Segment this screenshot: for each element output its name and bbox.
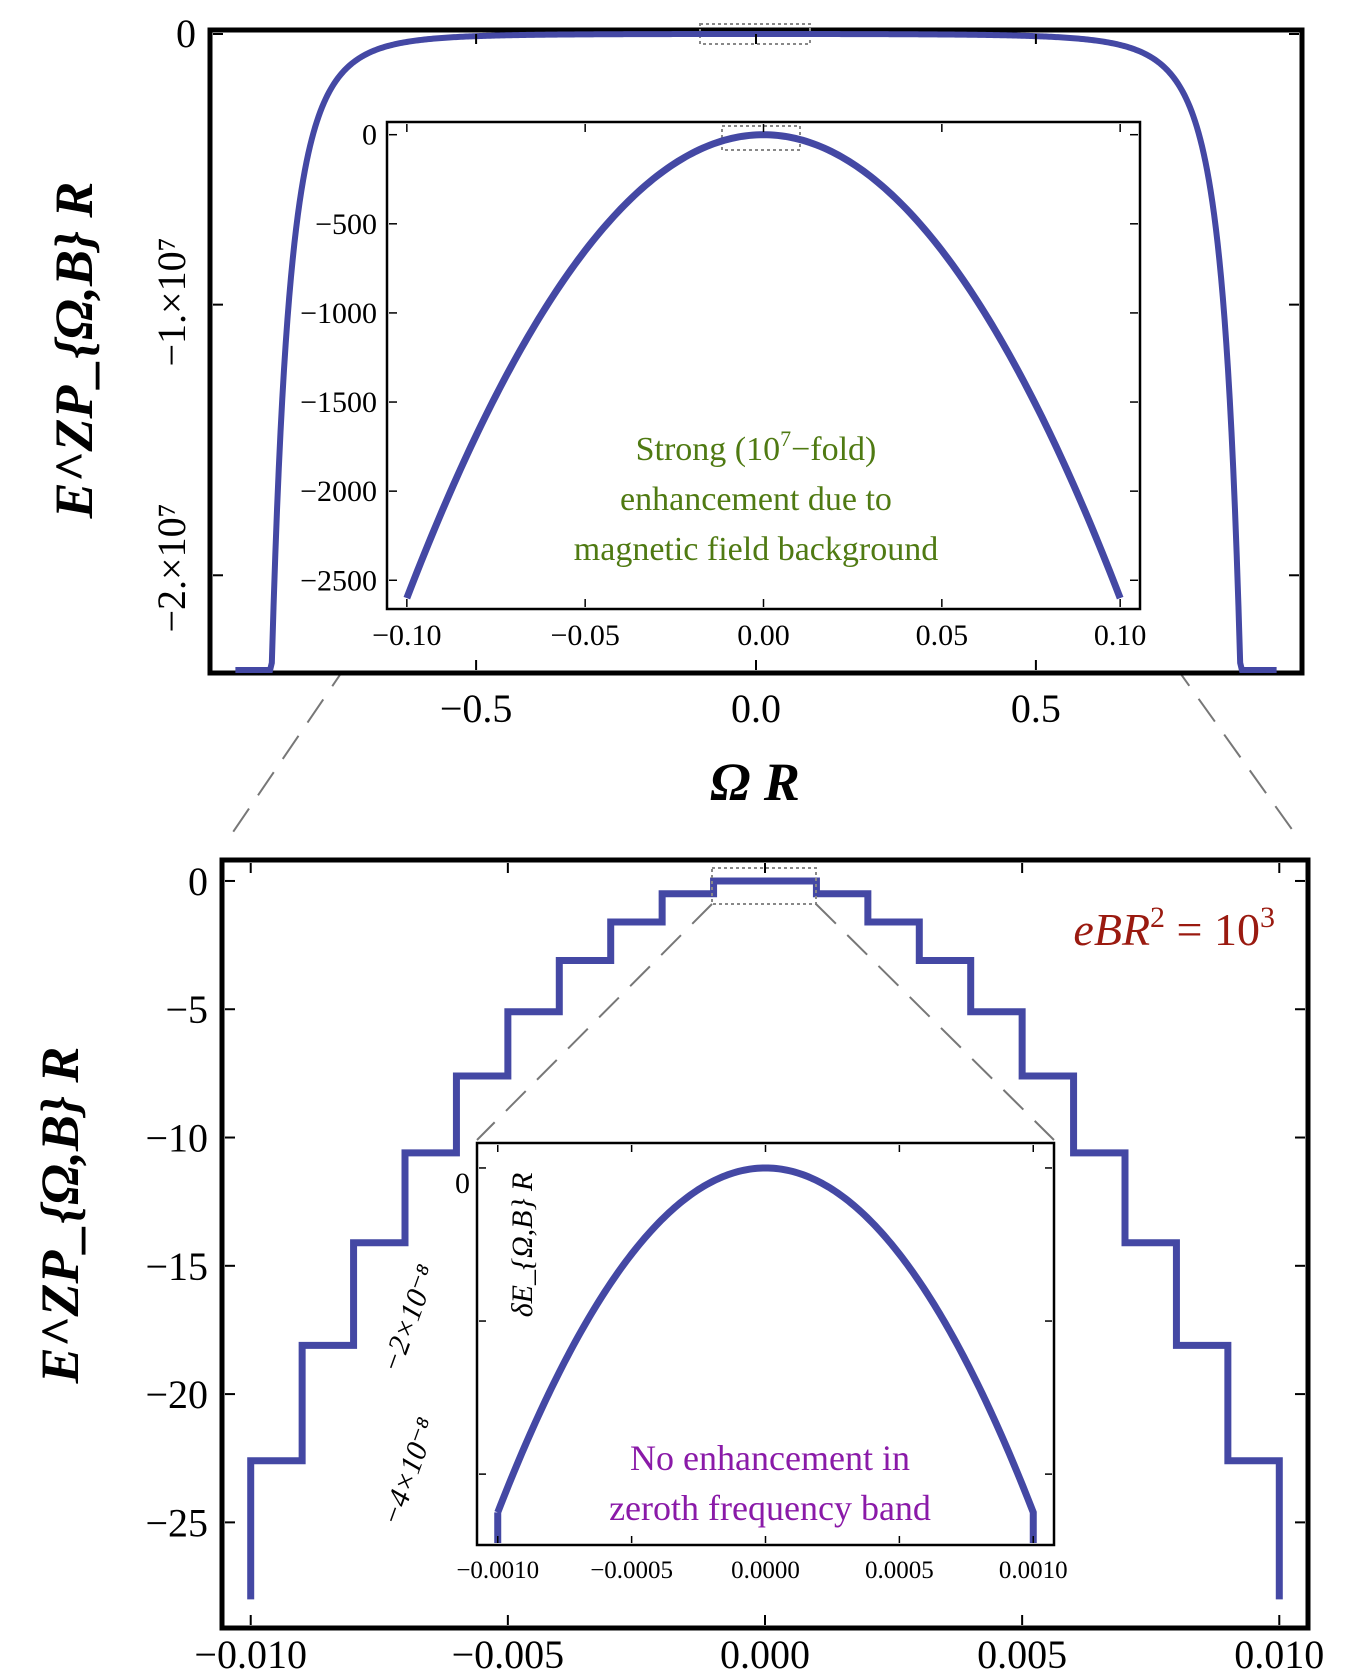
bottom-ytick-label: −15 — [145, 1244, 208, 1289]
top-inset-xtick-label: 0.00 — [737, 619, 790, 652]
bottom-ytick-label: −20 — [145, 1372, 208, 1417]
bottom-ytick-label: 0 — [188, 859, 208, 904]
bottom-xtick-label: 0.000 — [720, 1632, 810, 1672]
bottom-xtick-label: −0.005 — [452, 1632, 565, 1672]
top-inset-ytick-label: −2500 — [300, 564, 377, 597]
bottom-inset-tick-marks — [479, 1145, 1052, 1543]
top-xtick-label: −0.5 — [440, 686, 513, 731]
bottom-inset-xtick-label: 0.0005 — [865, 1557, 934, 1584]
top-tick-marks — [213, 33, 1299, 670]
bottom-zoom-box — [711, 867, 817, 905]
top-inset-annotation-line1: Strong (107−fold) — [636, 426, 877, 468]
bottom-inset-xtick-label: 0.0010 — [999, 1557, 1068, 1584]
top-inset-series-line — [403, 131, 1124, 600]
bottom-inset-xtick-label: −0.0010 — [456, 1557, 539, 1584]
bottom-ytick-label: −5 — [165, 987, 208, 1032]
top-xtick-label: 0.0 — [731, 686, 781, 731]
bottom-inset-frame — [475, 1141, 1056, 1547]
top-y-axis-label: E^ZP_{Ω,B} R — [44, 182, 104, 520]
bottom-field-annotation: eBR2 = 103 — [1073, 901, 1275, 955]
zoom-line-mid-right — [1172, 662, 1297, 836]
bottom-xtick-label: 0.010 — [1234, 1632, 1324, 1672]
bottom-inset-annotation-line1: No enhancement in — [630, 1438, 910, 1478]
bottom-inset: −0.0010 −0.0005 0.0000 0.0005 0.0010 0 −… — [374, 1141, 1068, 1584]
top-xtick-label: 0.5 — [1011, 686, 1061, 731]
top-x-axis-label: Ω R — [710, 752, 800, 812]
top-inset-ytick-label: 0 — [362, 119, 377, 152]
zoom-line-bottom-right — [815, 903, 1055, 1141]
top-inset-xtick-label: 0.10 — [1094, 619, 1147, 652]
bottom-ytick-label: −25 — [145, 1500, 208, 1545]
bottom-inset-annotation-line2: zeroth frequency band — [609, 1488, 931, 1528]
top-inset-xtick-label: −0.10 — [372, 619, 441, 652]
bottom-ytick-label: −10 — [145, 1116, 208, 1161]
top-inset-tick-marks — [389, 124, 1138, 607]
bottom-inset-y-axis-label: δE_{Ω,B} R — [506, 1173, 539, 1318]
zoom-line-bottom-left — [476, 903, 713, 1141]
top-ytick-label: −1.×10⁷ — [149, 237, 194, 366]
bottom-series-step-line — [247, 877, 1283, 1600]
bottom-tick-marks — [225, 863, 1305, 1625]
top-inset-xtick-label: −0.05 — [550, 619, 619, 652]
zoom-line-mid-left — [230, 662, 349, 836]
bottom-y-axis-label: E^ZP_{Ω,B} R — [30, 1047, 90, 1385]
top-inset-xtick-label: 0.05 — [916, 619, 969, 652]
top-inset-ytick-label: −2000 — [300, 475, 377, 508]
bottom-inset-xtick-label: −0.0005 — [590, 1557, 673, 1584]
top-inset-annotation-line3: magnetic field background — [574, 531, 938, 568]
bottom-xtick-label: −0.010 — [194, 1632, 307, 1672]
top-inset: −0.10 −0.05 0.00 0.05 0.10 0 −500 −1000 … — [300, 119, 1146, 652]
top-inset-ytick-label: −1000 — [300, 297, 377, 330]
bottom-xtick-label: 0.005 — [977, 1632, 1067, 1672]
top-inset-annotation-line2: enhancement due to — [620, 481, 892, 518]
bottom-inset-xtick-label: 0.0000 — [731, 1557, 800, 1584]
bottom-inset-ytick-label: 0 — [455, 1167, 470, 1200]
top-inset-ytick-label: −1500 — [300, 386, 377, 419]
top-inset-ytick-label: −500 — [315, 208, 377, 241]
top-ytick-label: −2.×10⁷ — [149, 503, 194, 632]
top-ytick-label: 0 — [176, 11, 196, 56]
